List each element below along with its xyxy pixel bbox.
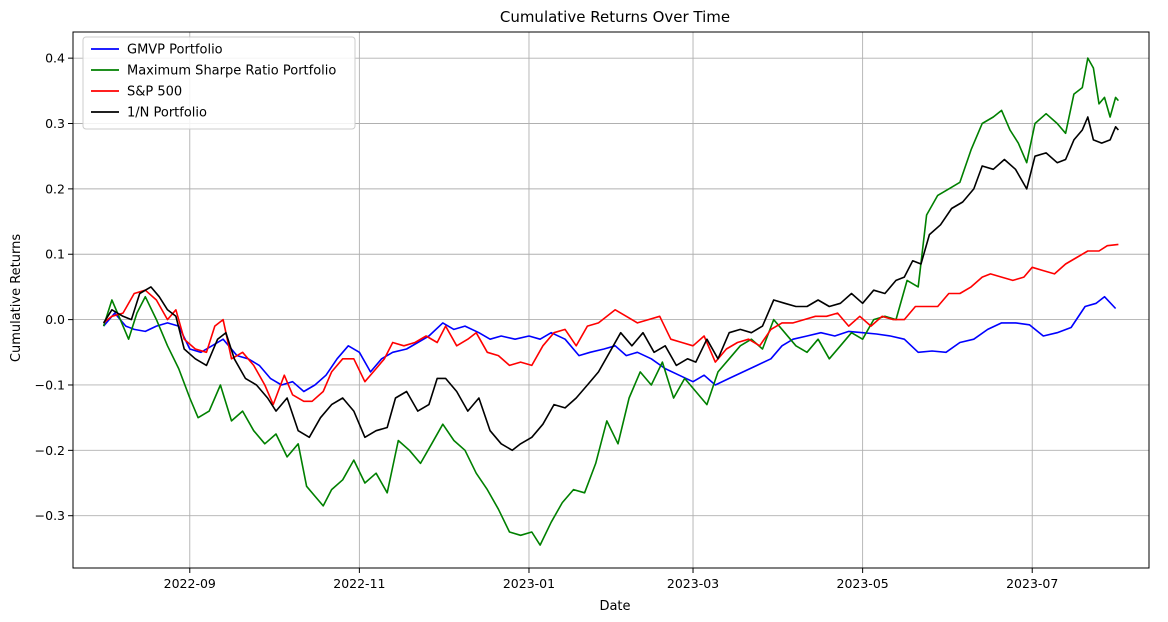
y-tick-label: 0.4 bbox=[45, 51, 65, 66]
legend-label: GMVP Portfolio bbox=[127, 43, 223, 58]
y-tick-label: 0.1 bbox=[45, 247, 65, 262]
x-axis-ticks: 2022-09 2022-11 2023-01 2023-03 2023-05 2023-… bbox=[164, 568, 1058, 591]
x-tick-label: 2023-01 bbox=[503, 576, 555, 591]
series-lines bbox=[102, 57, 1120, 546]
legend-box bbox=[82, 36, 356, 130]
legend-label: 1/N Portfolio bbox=[127, 106, 207, 121]
x-tick-label: 2023-05 bbox=[837, 576, 889, 591]
series-line-4 bbox=[102, 116, 1120, 452]
series-line-3 bbox=[103, 243, 1119, 406]
legend: GMVP Portfolio Maximum Sharpe Ratio Portf… bbox=[82, 36, 356, 130]
y-axis-ticks: −0.3 −0.2 −0.1 0.0 0.1 0.2 0.3 0.4 bbox=[35, 51, 73, 523]
y-tick-label: −0.3 bbox=[35, 508, 65, 523]
series-line-1 bbox=[102, 295, 1117, 393]
legend-label: Maximum Sharpe Ratio Portfolio bbox=[127, 64, 336, 79]
y-axis-label: Cumulative Returns bbox=[9, 234, 24, 362]
plot-area-frame bbox=[72, 31, 1150, 569]
grid-lines bbox=[73, 32, 1149, 568]
y-tick-label: 0.3 bbox=[45, 116, 65, 131]
y-tick-label: 0.0 bbox=[45, 312, 65, 327]
x-axis-label: Date bbox=[599, 599, 630, 614]
chart-title: Cumulative Returns Over Time bbox=[500, 8, 730, 26]
legend-label: S&P 500 bbox=[127, 85, 182, 100]
x-tick-label: 2023-03 bbox=[667, 576, 719, 591]
series-line-2 bbox=[102, 57, 1120, 546]
x-tick-label: 2023-07 bbox=[1006, 576, 1058, 591]
y-tick-label: −0.1 bbox=[35, 377, 65, 392]
x-tick-label: 2022-09 bbox=[164, 576, 216, 591]
x-tick-label: 2022-11 bbox=[333, 576, 385, 591]
y-tick-label: −0.2 bbox=[35, 443, 65, 458]
y-tick-label: 0.2 bbox=[45, 181, 65, 196]
